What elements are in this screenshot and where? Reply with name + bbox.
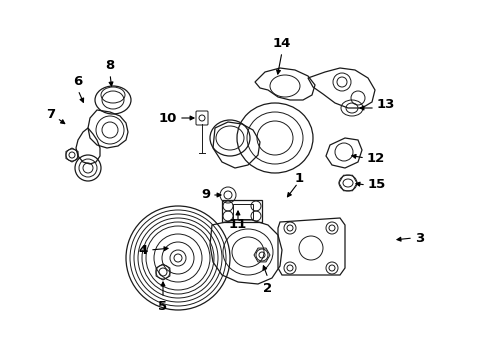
Text: 8: 8 bbox=[105, 59, 114, 72]
Text: 11: 11 bbox=[228, 218, 246, 231]
Text: 3: 3 bbox=[414, 231, 424, 244]
Text: 1: 1 bbox=[294, 172, 304, 185]
Text: 4: 4 bbox=[139, 243, 148, 256]
Bar bbox=[232, 204, 252, 219]
Text: 12: 12 bbox=[366, 152, 385, 165]
Text: 10: 10 bbox=[158, 112, 177, 125]
Text: 9: 9 bbox=[201, 189, 209, 202]
Text: 15: 15 bbox=[367, 179, 386, 192]
Text: 7: 7 bbox=[46, 108, 55, 122]
Text: 6: 6 bbox=[73, 75, 82, 88]
Text: 14: 14 bbox=[272, 37, 290, 50]
Text: 13: 13 bbox=[376, 99, 395, 112]
Text: 5: 5 bbox=[158, 300, 167, 313]
Text: 2: 2 bbox=[263, 282, 272, 295]
